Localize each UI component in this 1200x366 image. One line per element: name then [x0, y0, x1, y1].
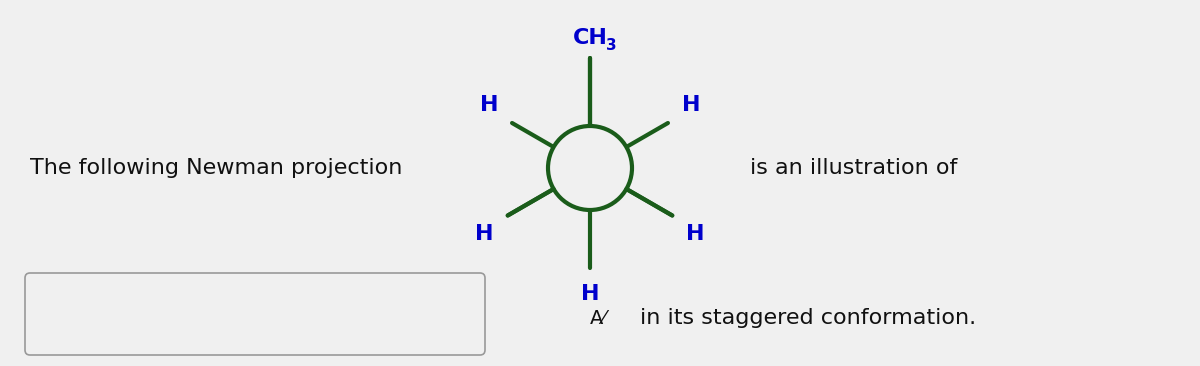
FancyBboxPatch shape [25, 273, 485, 355]
Text: The following Newman projection: The following Newman projection [30, 158, 402, 178]
Text: A⁄: A⁄ [589, 309, 606, 328]
Text: H: H [475, 224, 494, 243]
Circle shape [548, 126, 632, 210]
Text: H: H [686, 224, 704, 243]
Text: H: H [682, 95, 701, 115]
Text: CH: CH [572, 28, 607, 48]
Text: in its staggered conformation.: in its staggered conformation. [640, 308, 976, 328]
Text: is an illustration of: is an illustration of [750, 158, 958, 178]
Text: 3: 3 [606, 38, 617, 53]
Text: H: H [581, 284, 599, 304]
Text: H: H [480, 95, 498, 115]
